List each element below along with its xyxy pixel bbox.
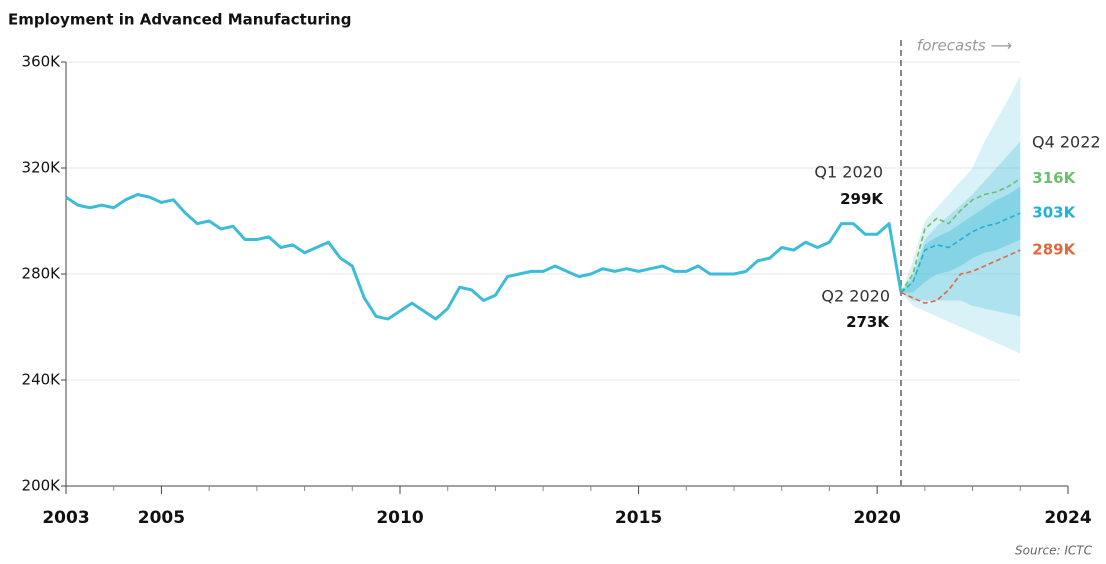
x-tick-label: 2005 (138, 508, 185, 528)
y-tick-label: 280K (22, 265, 62, 283)
y-tick-label: 200K (22, 477, 62, 495)
y-tick-label: 360K (22, 53, 62, 71)
source: Source: ICTC (1015, 544, 1093, 558)
line (900, 177, 1021, 293)
value-label: 303K (1032, 204, 1076, 222)
forecast-label: forecasts ⟶ (917, 37, 1012, 55)
line (65, 193, 903, 321)
forecast-band (901, 141, 1021, 317)
x-tick-label: 2003 (42, 508, 89, 528)
y-tick-label: 320K (22, 159, 62, 177)
line (900, 249, 1021, 304)
x-tick-label: 2010 (376, 508, 423, 528)
annotation: Q2 2020 (821, 287, 890, 306)
value-label: 289K (1032, 241, 1076, 259)
line (900, 212, 1021, 294)
x-tick-label: 2020 (853, 508, 900, 528)
value-label: 316K (1032, 169, 1076, 187)
x-tick-label: 2015 (615, 508, 662, 528)
forecast-band (901, 75, 1021, 354)
chart-title: Employment in Advanced Manufacturing (8, 11, 351, 29)
value-label: 273K (846, 313, 890, 331)
annotation: Q1 2020 (814, 163, 883, 182)
x-tick-label: 2024 (1044, 508, 1091, 528)
y-tick-label: 240K (22, 371, 62, 389)
value-label: 299K (840, 190, 884, 208)
annotation: Q4 2022 (1032, 133, 1101, 152)
